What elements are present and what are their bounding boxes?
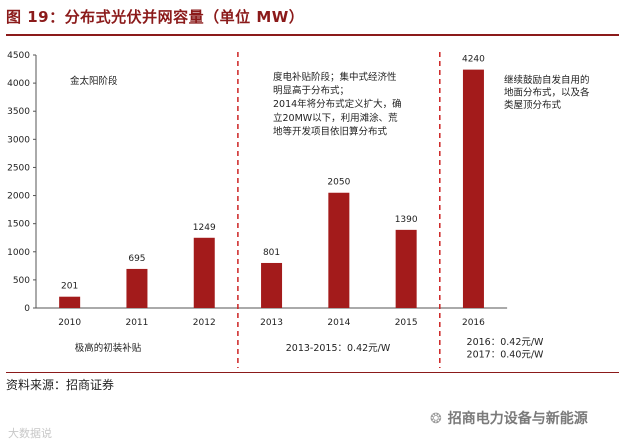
phase2-line: 地等开发项目依旧算分布式	[273, 125, 388, 137]
x-tick-label: 2014	[327, 318, 350, 328]
phase1-annotation: 金太阳阶段	[70, 75, 118, 87]
y-tick-label: 0	[24, 304, 30, 314]
phase3-line: 类屋顶分布式	[504, 99, 562, 111]
bar-2012	[193, 237, 215, 308]
y-axis: 0 500 1000 1500 2000 2500 3000 3500 4000 4500	[7, 51, 508, 314]
y-tick-label: 4000	[7, 79, 30, 89]
bar-2013	[261, 262, 283, 308]
y-tick-label: 4500	[7, 51, 30, 61]
y-tick-label: 1000	[7, 248, 30, 258]
y-tick-label: 1500	[7, 220, 30, 230]
bar-value-label: 1249	[193, 223, 216, 233]
bar-value-label: 1390	[395, 215, 418, 225]
x-tick-label: 2015	[395, 318, 418, 328]
phase3-bottom-line: 2017：0.40元/W	[467, 350, 545, 361]
phase3-bottom-note: 2016：0.42元/W 2017：0.40元/W	[467, 337, 545, 361]
bar-2015	[395, 229, 417, 308]
watermark-text: 招商电力设备与新能源	[447, 411, 588, 427]
phase1-bottom-note: 极高的初装补贴	[75, 342, 142, 354]
x-tick-label: 2012	[193, 318, 216, 328]
y-tick-label: 2500	[7, 163, 30, 173]
footer-rule	[6, 372, 619, 373]
title-underline	[6, 34, 619, 36]
x-tick-label: 2011	[125, 318, 148, 328]
bar-2016	[462, 69, 484, 309]
phase2-line: 立20MW以下，利用滩涂、荒	[273, 112, 398, 124]
bar-value-label: 4240	[462, 55, 485, 65]
bar-value-label: 801	[263, 248, 280, 258]
y-tick-label: 3500	[7, 107, 30, 117]
phase3-line: 地面分布式，以及各	[504, 87, 590, 99]
y-tick-label: 3000	[7, 135, 30, 145]
phase3-bottom-line: 2016：0.42元/W	[467, 337, 545, 348]
bar-value-label: 201	[61, 282, 78, 292]
phase2-line: 2014年将分布式定义扩大，确	[273, 98, 402, 110]
phase-dividers	[237, 52, 441, 368]
bar-value-label: 695	[128, 254, 145, 264]
y-tick-label: 500	[13, 276, 30, 286]
source-note: 资料来源：招商证券	[6, 378, 115, 392]
phase2-annotation: 度电补贴阶段；集中式经济性明显高于分布式；2014年将分布式定义扩大，确立20M…	[273, 71, 402, 137]
x-tick-label: 2010	[58, 318, 81, 328]
corner-watermark: 大数据说	[8, 427, 52, 440]
phase2-line: 度电补贴阶段；集中式经济性	[273, 71, 397, 83]
bar-2014	[328, 192, 350, 308]
bar-value-label: 2050	[327, 178, 350, 188]
y-tick-label: 2000	[7, 192, 30, 202]
bar-chart: 0 500 1000 1500 2000 2500 3000 3500 4000 4500 201…	[7, 51, 590, 368]
bar-2011	[126, 268, 148, 308]
figure-title: 图 19：分布式光伏并网容量（单位 MW）	[6, 8, 305, 26]
wechat-icon: ❂	[430, 411, 442, 427]
phase2-line: 明显高于分布式；	[273, 85, 349, 97]
x-tick-label: 2016	[462, 318, 485, 328]
phase1-label: 金太阳阶段	[70, 75, 118, 87]
x-tick-label: 2013	[260, 318, 283, 328]
phase2-bottom-note: 2013-2015：0.42元/W	[286, 343, 391, 354]
phase3-line: 继续鼓励自发自用的	[504, 74, 590, 86]
watermark: ❂ 招商电力设备与新能源	[430, 408, 588, 428]
bars: 201 2010 695 2011 1249 2012 801 2013 2050 2014 139…	[58, 55, 485, 328]
bar-2010	[59, 296, 81, 308]
